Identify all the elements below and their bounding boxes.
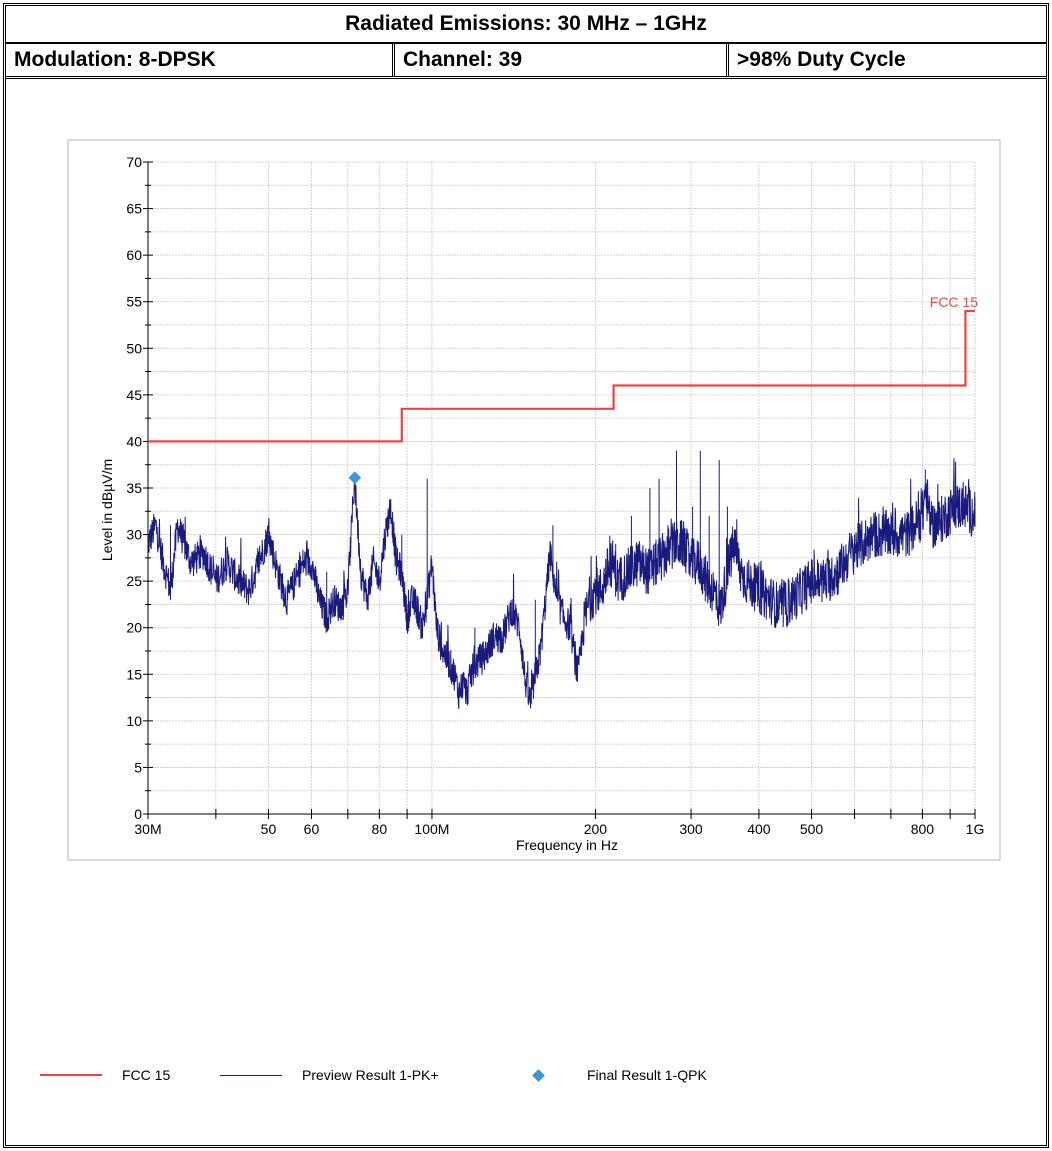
- y-tick-label: 15: [126, 666, 142, 682]
- x-tick-label: 1G: [966, 821, 985, 837]
- x-tick-label: 50: [261, 821, 277, 837]
- x-tick-label: 200: [584, 821, 608, 837]
- series: FCC 15: [147, 294, 978, 710]
- y-tick-label: 40: [126, 433, 142, 449]
- x-tick-label: 300: [679, 821, 703, 837]
- y-axis-label: Level in dBµV/m: [99, 459, 115, 561]
- y-tick-label: 0: [134, 806, 142, 822]
- legend: FCC 15 Preview Result 1-PK+ Final Result…: [30, 1055, 1030, 1095]
- y-tick-label: 25: [126, 573, 142, 589]
- x-tick-label: 30M: [134, 821, 161, 837]
- legend-item-final: Final Result 1-QPK: [530, 1055, 707, 1095]
- legend-label-preview: Preview Result 1-PK+: [302, 1067, 439, 1083]
- preview-trace: [147, 450, 976, 710]
- x-tick-label: 800: [911, 821, 935, 837]
- legend-label-final: Final Result 1-QPK: [587, 1067, 707, 1083]
- x-axis-label: Frequency in Hz: [516, 837, 618, 853]
- report-title: Radiated Emissions: 30 MHz – 1GHz: [6, 6, 1046, 44]
- legend-item-fcc15: FCC 15: [40, 1055, 170, 1095]
- x-tick-label: 100M: [414, 821, 449, 837]
- y-tick-label: 55: [126, 294, 142, 310]
- legend-limit-swatch: [40, 1074, 102, 1076]
- axes: 0 5 10 15 20 25 30 35 40 45 50 55 60 65 70 30M 50 60 80 100…: [126, 154, 984, 837]
- chart-panel: [67, 139, 1001, 861]
- limit-line-label: FCC 15: [930, 294, 978, 310]
- x-tick-label: 400: [747, 821, 771, 837]
- y-tick-label: 60: [126, 247, 142, 263]
- emissions-chart: 0 5 10 15 20 25 30 35 40 45 50 55 60 65 70 30M 50 60 80 100…: [67, 139, 1001, 861]
- y-tick-label: 20: [126, 620, 142, 636]
- y-tick-label: 65: [126, 201, 142, 217]
- limit-line-fcc15: [148, 309, 975, 443]
- y-tick-label: 70: [126, 154, 142, 170]
- x-tick-label: 60: [304, 821, 320, 837]
- y-tick-label: 10: [126, 713, 142, 729]
- legend-label-fcc15: FCC 15: [122, 1067, 171, 1083]
- x-tick-label: 80: [372, 821, 388, 837]
- info-row: Modulation: 8-DPSK Channel: 39 >98% Duty…: [6, 44, 1046, 79]
- y-tick-label: 30: [126, 527, 142, 543]
- report-frame: Radiated Emissions: 30 MHz – 1GHz Modula…: [3, 3, 1049, 1148]
- legend-item-preview: Preview Result 1-PK+: [220, 1055, 439, 1095]
- y-tick-label: 50: [126, 340, 142, 356]
- duty-cycle-cell: >98% Duty Cycle: [726, 44, 1046, 76]
- x-tick-label: 500: [800, 821, 824, 837]
- y-tick-label: 45: [126, 387, 142, 403]
- modulation-cell: Modulation: 8-DPSK: [14, 48, 216, 71]
- y-tick-label: 35: [126, 480, 142, 496]
- final-result-marker: [348, 471, 362, 485]
- legend-diamond-icon: [532, 1068, 545, 1082]
- legend-preview-swatch: [220, 1074, 282, 1076]
- channel-cell: Channel: 39: [392, 44, 726, 76]
- y-tick-label: 5: [134, 759, 142, 775]
